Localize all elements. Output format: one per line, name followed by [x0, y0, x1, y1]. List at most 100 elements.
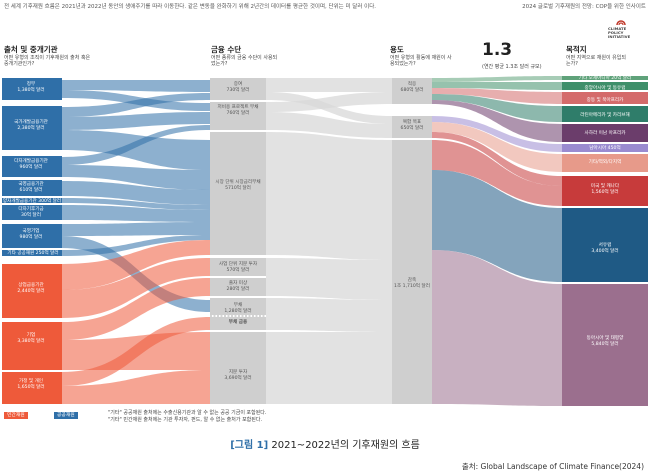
source-node-10 — [2, 372, 62, 404]
source-instrument-link-12 — [62, 235, 210, 256]
instrument-name: 출자 미상 — [228, 281, 248, 286]
use-destination-link-6 — [432, 122, 562, 172]
source-label-other-public: 기타 공공재원 250억 달러 — [2, 251, 64, 257]
instrument-use-link-5 — [266, 258, 392, 300]
source-name: 가정 및 개인 — [18, 379, 44, 384]
destination-node-8 — [562, 208, 648, 282]
source-value: 610억 달러 — [19, 187, 43, 193]
destination-node-2 — [562, 92, 648, 104]
logo-line-3: INITIATIVE — [608, 34, 631, 39]
total-value: 1.3 — [482, 40, 513, 60]
use-destination-link-8 — [432, 140, 562, 206]
dest-label-us-canada: 미국 및 캐나다 1,560억 달러 — [562, 184, 648, 195]
use-destination-link-7 — [432, 132, 562, 186]
report-title: 2024 글로벌 기후재원의 전망: COP을 위한 인사이트 — [522, 4, 646, 10]
source-value: 30억 달러 — [21, 212, 41, 218]
total-note: (연간 평균 1.3조 달러 규모) — [482, 64, 542, 70]
source-instrument-link-13 — [62, 240, 210, 290]
dest-label-latam: 라틴아메리카 및 카리브해 — [562, 113, 648, 119]
use-destination-link-9 — [432, 170, 562, 282]
dest-name: 라틴아메리카 및 카리브해 — [580, 113, 630, 118]
use-label-dual: 복합 목표 650억 달러 — [392, 120, 432, 131]
dest-label-western-europe: 서유럽 3,400억 달러 — [562, 243, 648, 254]
dest-value: 1,560억 달러 — [591, 189, 619, 195]
instrument-label-unknown: 출자 미상 280억 달러 — [210, 281, 266, 292]
source-label-national-dfi: 국가개발금융기관 2,380억 달러 — [2, 120, 60, 131]
instrument-node-3 — [210, 258, 266, 276]
destination-node-7 — [562, 176, 648, 206]
dest-value: 3,400억 달러 — [591, 248, 619, 254]
use-name: 복합 목표 — [402, 120, 422, 125]
source-instrument-link-6 — [62, 165, 210, 190]
instrument-value: 280억 달러 — [226, 286, 250, 292]
instrument-node-6 — [210, 317, 266, 330]
source-label-commercial-fi: 상업금융기관 2,440억 달러 — [2, 283, 60, 294]
destinations-title: 목적지 — [566, 45, 587, 54]
source-name: 국영기업 — [22, 229, 40, 234]
source-label-government: 정부 1,380억 달러 — [2, 82, 60, 93]
flow-links — [62, 76, 562, 406]
source-value: 2,440억 달러 — [17, 288, 45, 294]
dest-label-ssa: 사하라 이남 아프리카 — [562, 131, 648, 137]
source-name: 기업 — [26, 333, 36, 338]
source-node-0 — [2, 78, 62, 100]
source-node-2 — [2, 156, 62, 177]
use-destination-link-1 — [432, 82, 562, 90]
instrument-name: 증여 — [233, 82, 243, 87]
footnote-public: "기타" 공공재원 출처에는 수출신용기관과 알 수 없는 공공 기금이 포함된… — [108, 410, 267, 416]
cpi-arc-logo-icon — [616, 20, 626, 26]
instrument-label-low-cost-debt: 저비용 프로젝트 부채 760억 달러 — [210, 105, 266, 116]
source-value: 3,380억 달러 — [17, 338, 45, 344]
use-destination-link-3 — [432, 94, 562, 122]
use-destination-link-0 — [432, 76, 562, 82]
caption-tag: [그림 1] — [230, 440, 269, 451]
source-label-soe: 국영기업 980억 달러 — [2, 229, 60, 240]
dest-name: 미국 및 캐나다 — [590, 184, 620, 189]
instrument-value: 1,280억 달러 — [224, 308, 252, 314]
source-node-8 — [2, 264, 62, 318]
instrument-label-project-equity: 사업 단위 지분 투자 570억 달러 — [210, 262, 266, 273]
source-node-5 — [2, 205, 62, 220]
instruments-title: 금융 수단 — [211, 45, 242, 54]
source-label-bilateral-dfi: 양자개발금융기관 300억 달러 — [2, 199, 62, 205]
use-label-mitigation: 감축 1조 1,710억 달러 — [390, 278, 434, 289]
source-node-9 — [2, 322, 62, 370]
top-note: 전 세계 기후재원 흐름은 2021년과 2022년 동안의 생애주기를 따라 … — [4, 4, 376, 10]
instrument-use-link-4 — [266, 132, 392, 260]
instrument-node-2 — [210, 132, 266, 255]
destinations-subtitle: 어떤 지역으로 재원이 유입되는가? — [566, 55, 626, 67]
source-node-3 — [2, 180, 62, 196]
instrument-node-5 — [210, 298, 266, 315]
source-name: 양자개발금융기관 300억 달러 — [2, 199, 62, 204]
dest-name: 서유럽 — [598, 243, 612, 248]
dest-name: 동아시아 및 태평양 — [586, 336, 624, 341]
instrument-value: 570억 달러 — [226, 267, 250, 273]
instrument-value: 5710억 달러 — [225, 185, 251, 191]
instrument-name: 저비용 프로젝트 부채 — [217, 105, 259, 110]
instrument-name: 부채 금융 — [228, 320, 248, 325]
instrument-name: 부채 — [233, 303, 243, 308]
dest-name: 중앙아시아 및 동유럽 — [584, 86, 626, 91]
use-destination-link-10 — [432, 250, 562, 406]
use-destination-link-2 — [432, 88, 562, 104]
source-line: 출처: Global Landscape of Climate Finance(… — [461, 462, 644, 471]
use-destination-link-4 — [432, 100, 562, 142]
instrument-use-link-0 — [266, 78, 392, 92]
logo-line-1: CLIMATE — [608, 26, 627, 31]
figure-caption: [그림 1] 2021~2022년의 기후재원의 흐름 — [0, 436, 650, 451]
source-value: 2,380억 달러 — [17, 125, 45, 131]
source-instrument-link-7 — [62, 181, 210, 205]
source-instrument-link-14 — [62, 258, 210, 318]
destination-node-6 — [562, 154, 648, 172]
instruments-subtitle: 어떤 종류의 금융 수단이 사용되었는가? — [211, 55, 278, 67]
source-instrument-link-8 — [62, 198, 210, 210]
source-label-corporations: 기업 3,380억 달러 — [2, 333, 60, 344]
source-node-6 — [2, 224, 62, 248]
source-label-multilateral-dfi: 다자개발금융기관 960억 달러 — [2, 159, 60, 170]
use-node-0 — [392, 78, 432, 104]
dest-label-east-asia: 동아시아 및 태평양 5,840억 달러 — [562, 336, 648, 347]
instrument-use-link-3 — [266, 112, 392, 138]
source-instrument-link-0 — [62, 80, 210, 92]
instrument-name: 사업 단위 지분 투자 — [218, 262, 258, 267]
destination-node-0 — [562, 76, 648, 80]
